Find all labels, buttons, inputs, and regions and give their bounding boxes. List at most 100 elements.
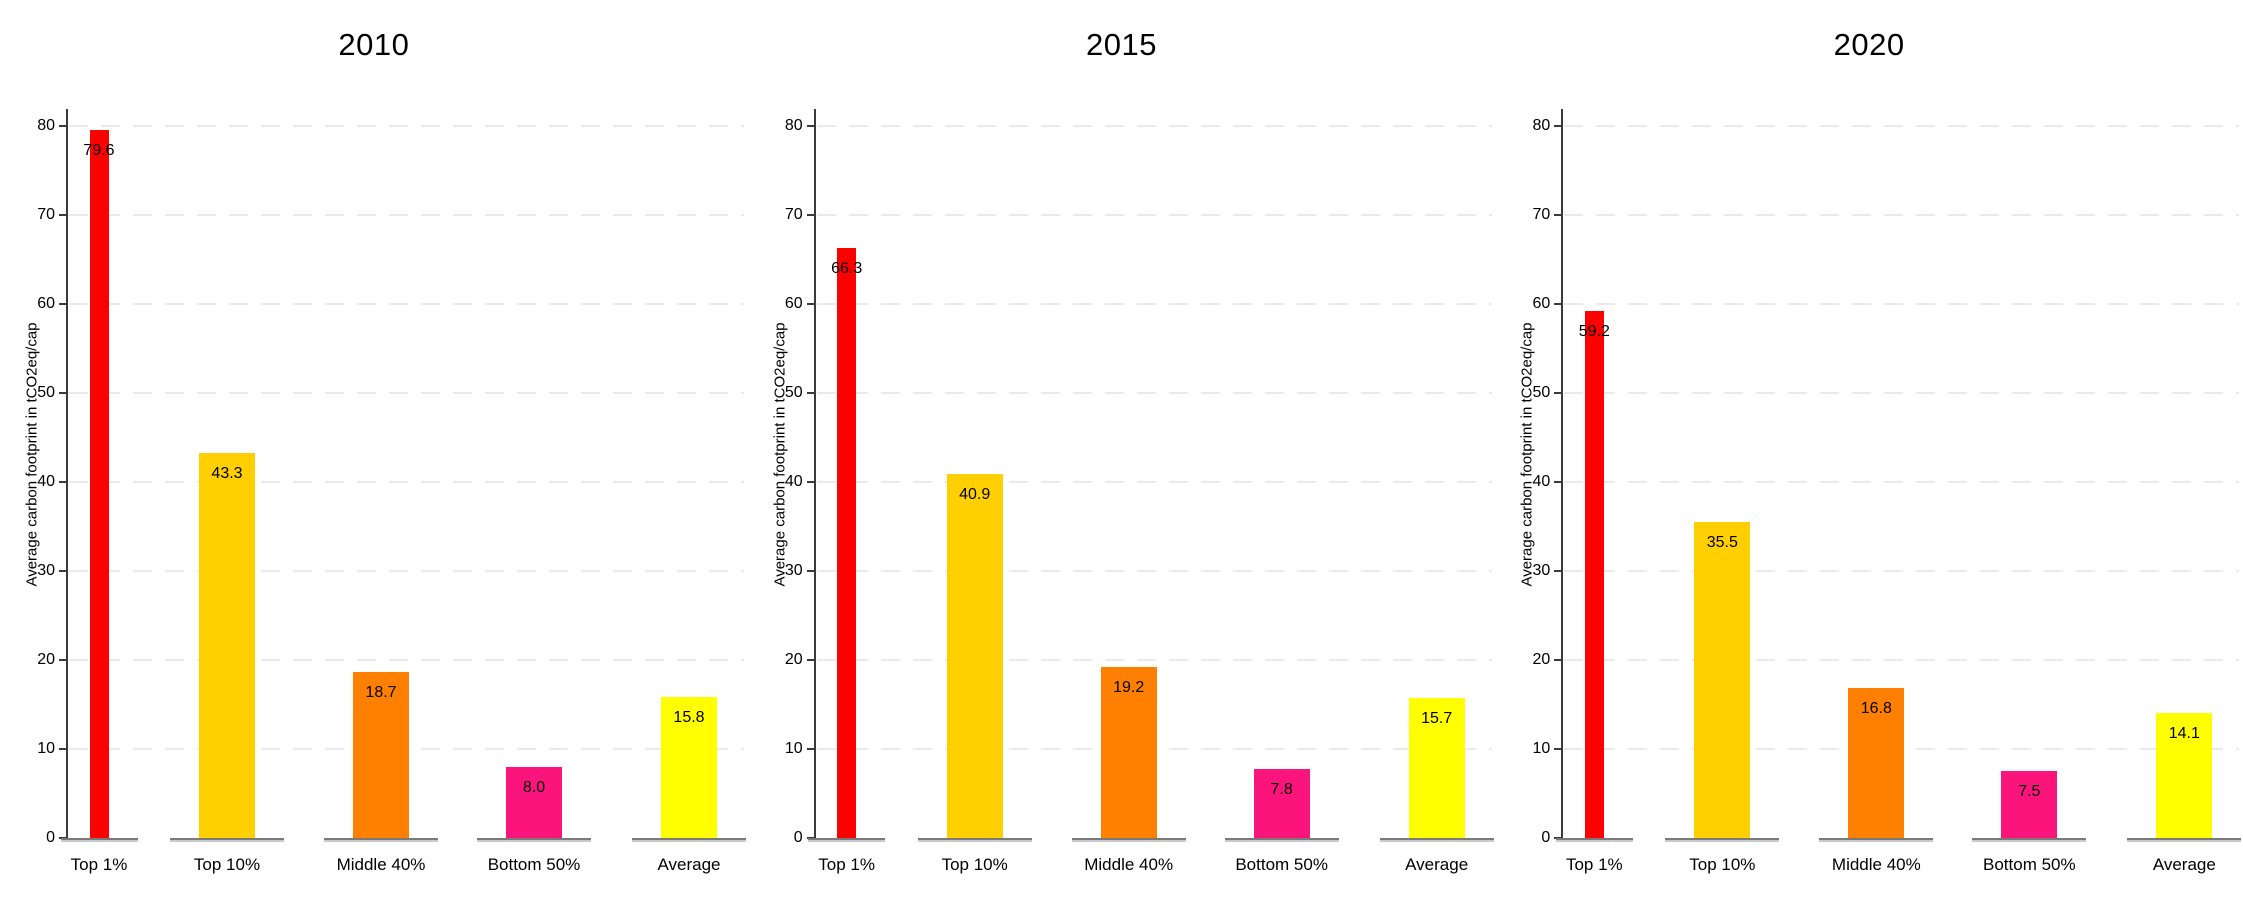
bar-top-1 <box>837 247 857 838</box>
bar-value-label-bottom-50: 7.5 <box>2018 783 2041 801</box>
y-tick-label-40: 40 <box>784 473 803 490</box>
gridline-80 <box>69 125 744 127</box>
y-tick-label-50: 50 <box>37 384 55 401</box>
gridline-40 <box>69 481 744 483</box>
baseline-middle-40 <box>324 838 438 840</box>
gridline-20 <box>69 659 744 661</box>
bar-value-label-top-10: 43.3 <box>211 464 243 482</box>
y-tick-50 <box>1554 392 1562 394</box>
y-tick-30 <box>59 570 66 572</box>
y-tick-10 <box>1554 748 1562 750</box>
bar-value-label-top-1: 66.3 <box>831 259 863 277</box>
bar-average <box>2156 712 2213 838</box>
category-label-top-10: Top 10% <box>193 855 261 874</box>
y-tick-label-40: 40 <box>1532 473 1551 490</box>
gridline-60 <box>69 303 744 305</box>
y-tick-60 <box>59 303 66 305</box>
gridline-50 <box>816 392 1492 394</box>
gridline-40 <box>1564 481 2240 483</box>
y-axis-line <box>1561 109 1564 840</box>
y-tick-80 <box>59 125 66 127</box>
baseline-top-1 <box>60 838 138 840</box>
category-label-average: Average <box>1405 855 1469 874</box>
baseline-middle-40 <box>1071 838 1186 840</box>
y-tick-label-30: 30 <box>1532 562 1551 579</box>
chart-panel-2020: 2020 Average carbon footprint in tCO2eq/c… <box>1495 0 2243 914</box>
gridline-40 <box>816 481 1492 483</box>
y-tick-40 <box>59 481 66 483</box>
y-tick-30 <box>806 570 814 572</box>
bar-bottom-50 <box>506 766 562 838</box>
category-label-middle-40: Middle 40% <box>1084 855 1174 874</box>
bar-value-label-top-1: 79.6 <box>83 141 115 159</box>
gridline-50 <box>69 392 744 394</box>
y-tick-80 <box>806 125 814 127</box>
bar-value-label-bottom-50: 8.0 <box>522 778 546 796</box>
baseline-bottom-50 <box>1972 838 2087 840</box>
y-tick-label-10: 10 <box>784 740 803 757</box>
y-tick-40 <box>1554 481 1562 483</box>
bar-value-label-average: 15.7 <box>1421 710 1453 728</box>
y-tick-label-10: 10 <box>37 740 55 757</box>
bar-middle-40 <box>1848 688 1905 838</box>
gridline-70 <box>1564 214 2240 216</box>
category-label-middle-40: Middle 40% <box>336 855 426 874</box>
y-tick-label-20: 20 <box>784 651 803 668</box>
y-tick-label-80: 80 <box>1532 117 1551 134</box>
bar-bottom-50 <box>2001 771 2058 838</box>
y-tick-label-20: 20 <box>37 651 55 668</box>
y-tick-label-50: 50 <box>1532 384 1551 401</box>
y-tick-70 <box>1554 214 1562 216</box>
baseline-top-10 <box>917 838 1032 840</box>
baseline-average <box>2127 838 2242 840</box>
y-tick-label-50: 50 <box>784 384 803 401</box>
y-tick-label-80: 80 <box>37 117 55 134</box>
bar-value-label-middle-40: 16.8 <box>1860 700 1892 718</box>
y-tick-label-60: 60 <box>1532 295 1551 312</box>
gridline-60 <box>1564 303 2240 305</box>
bar-top-10 <box>1694 522 1751 838</box>
y-axis-label: Average carbon footprint in tCO2eq/cap <box>1518 322 1536 587</box>
y-tick-60 <box>806 303 814 305</box>
bar-value-label-bottom-50: 7.8 <box>1270 780 1293 798</box>
category-label-middle-40: Middle 40% <box>1831 855 1921 874</box>
bar-value-label-average: 14.1 <box>2168 724 2200 742</box>
baseline-average <box>1379 838 1494 840</box>
bar-average <box>661 697 717 838</box>
category-label-top-10: Top 10% <box>1689 855 1756 874</box>
y-axis-label: Average carbon footprint in tCO2eq/cap <box>23 322 41 587</box>
gridline-30 <box>816 570 1492 572</box>
gridline-20 <box>816 659 1492 661</box>
category-label-bottom-50: Bottom 50% <box>1983 855 2076 874</box>
y-tick-10 <box>806 748 814 750</box>
bar-middle-40 <box>1100 667 1157 838</box>
gridline-80 <box>1564 125 2240 127</box>
bar-value-label-average: 15.8 <box>673 709 705 727</box>
y-tick-label-0: 0 <box>793 829 803 846</box>
y-axis-line <box>813 109 816 840</box>
bar-average <box>1408 698 1465 838</box>
y-axis-label: Average carbon footprint in tCO2eq/cap <box>771 322 789 587</box>
y-tick-label-70: 70 <box>784 206 803 223</box>
bar-top-1 <box>1584 311 1604 838</box>
gridline-60 <box>816 303 1492 305</box>
y-tick-20 <box>806 659 814 661</box>
category-label-average: Average <box>2152 855 2216 874</box>
gridline-50 <box>1564 392 2240 394</box>
chart-title: 2015 <box>1086 27 1157 62</box>
baseline-average <box>632 838 746 840</box>
baseline-top-10 <box>170 838 284 840</box>
y-tick-20 <box>1554 659 1562 661</box>
y-tick-10 <box>59 748 66 750</box>
y-tick-30 <box>1554 570 1562 572</box>
gridline-70 <box>69 214 744 216</box>
chart-panel-2010: 20 10 Average carbon footprint in tCO2eq/c… <box>0 0 748 914</box>
category-label-bottom-50: Bottom 50% <box>487 855 581 874</box>
category-label-top-1: Top 1% <box>70 855 128 874</box>
y-tick-label-20: 20 <box>1532 651 1551 668</box>
category-label-top-1: Top 1% <box>1565 855 1623 874</box>
gridline-30 <box>69 570 744 572</box>
y-tick-50 <box>806 392 814 394</box>
baseline-top-1 <box>1555 838 1633 840</box>
baseline-bottom-50 <box>477 838 591 840</box>
